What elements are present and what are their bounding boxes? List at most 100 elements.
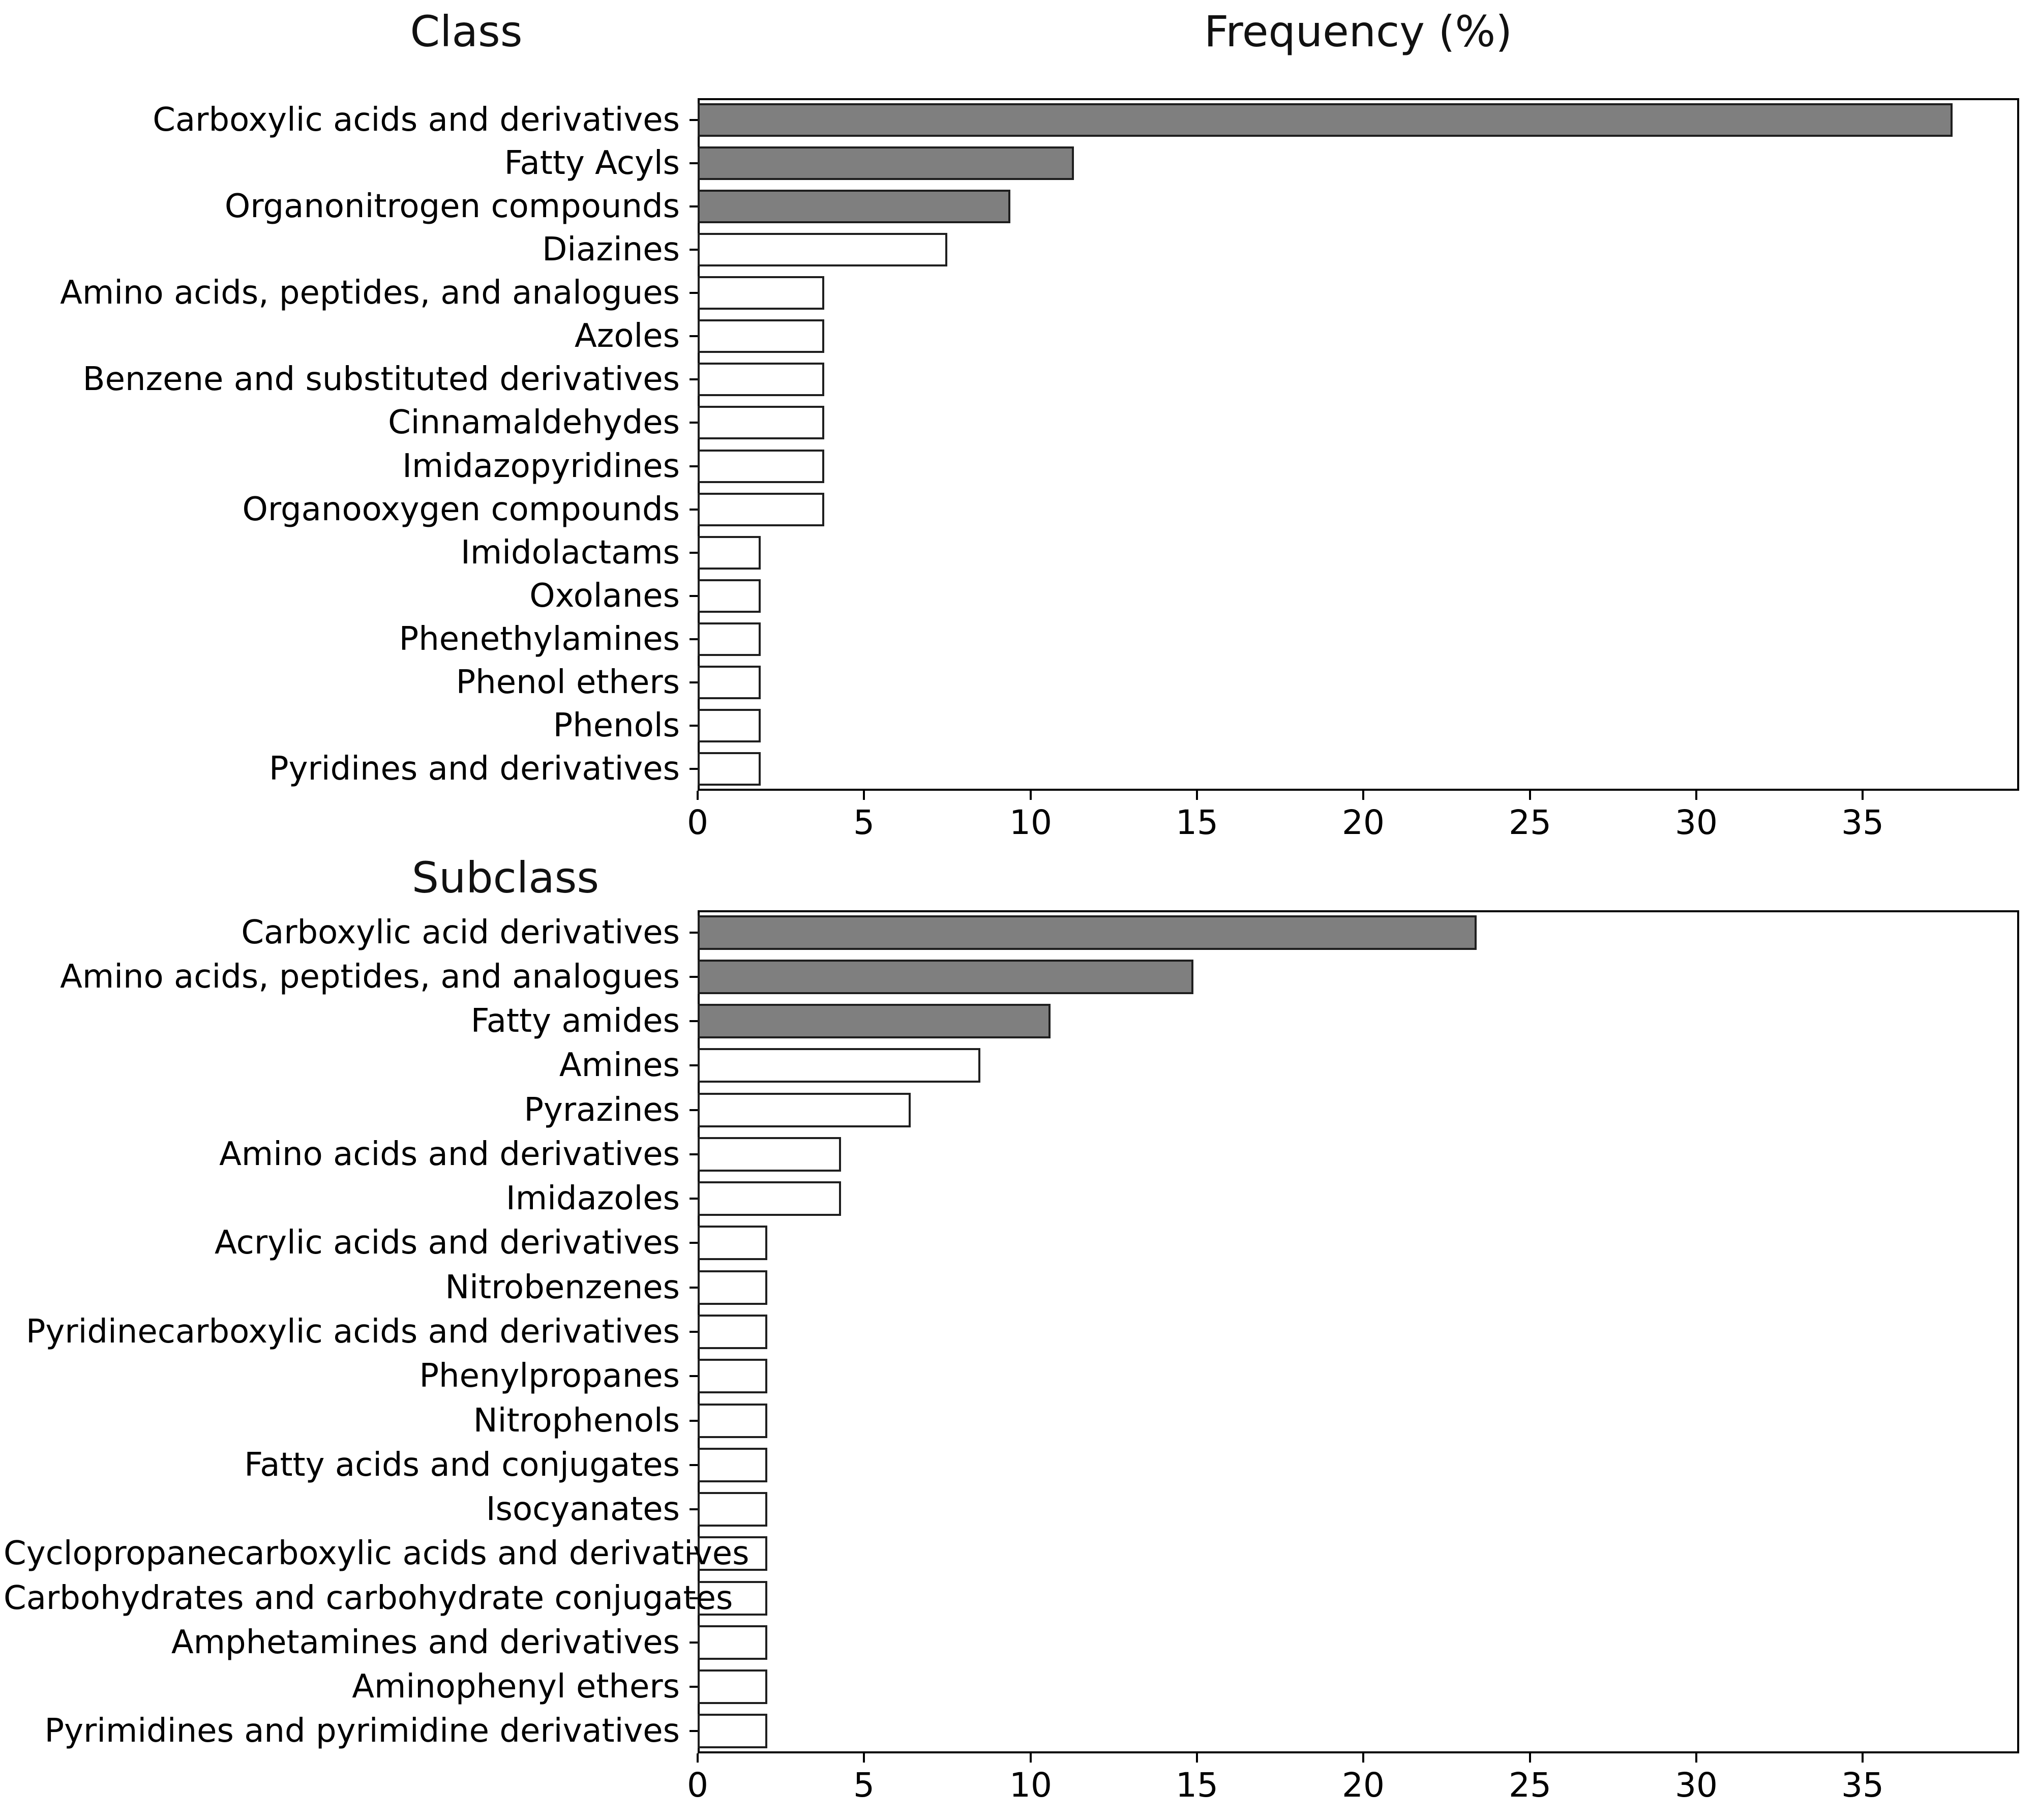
category-label: Organonitrogen compounds xyxy=(224,188,680,225)
y-tick xyxy=(690,335,698,337)
category-label: Pyridinecarboxylic acids and derivatives xyxy=(25,1313,680,1351)
x-tick xyxy=(1695,1753,1697,1763)
y-tick xyxy=(690,976,698,978)
y-tick xyxy=(690,1597,698,1599)
bar xyxy=(698,450,824,483)
y-tick xyxy=(690,378,698,380)
bar xyxy=(698,319,824,353)
category-label: Pyridines and derivatives xyxy=(269,750,680,788)
y-tick xyxy=(690,292,698,294)
x-tick xyxy=(1862,791,1864,800)
y-tick xyxy=(690,1287,698,1289)
x-tick xyxy=(863,1753,865,1763)
y-tick xyxy=(690,1064,698,1066)
category-label: Phenethylamines xyxy=(399,620,680,658)
x-tick-label: 10 xyxy=(1009,1766,1052,1805)
y-tick xyxy=(690,1420,698,1422)
bar xyxy=(698,579,761,613)
subclass-panel-title: Subclass xyxy=(411,853,600,903)
x-tick-label: 15 xyxy=(1176,803,1218,842)
bar xyxy=(698,536,761,570)
x-tick xyxy=(1695,791,1697,800)
x-tick xyxy=(863,791,865,800)
category-label: Organooxygen compounds xyxy=(242,491,680,528)
x-tick-label: 0 xyxy=(687,1766,708,1805)
category-label: Oxolanes xyxy=(529,577,680,615)
bar xyxy=(698,1004,1051,1038)
y-tick xyxy=(690,509,698,511)
category-label: Amino acids, peptides, and analogues xyxy=(60,958,680,996)
y-tick xyxy=(690,1553,698,1555)
x-tick-label: 30 xyxy=(1675,1766,1718,1805)
category-label: Amphetamines and derivatives xyxy=(171,1624,680,1661)
y-tick xyxy=(690,1242,698,1244)
bar xyxy=(698,1492,767,1527)
x-tick xyxy=(1529,791,1531,800)
category-label: Phenols xyxy=(553,707,680,744)
bar xyxy=(698,1048,980,1083)
bar xyxy=(698,103,1953,137)
bar xyxy=(698,146,1074,180)
x-tick-label: 35 xyxy=(1841,803,1884,842)
x-tick xyxy=(697,791,699,800)
category-label: Diazines xyxy=(542,231,680,268)
bar xyxy=(698,276,824,310)
category-label: Isocyanates xyxy=(486,1490,680,1528)
bar xyxy=(698,1581,767,1616)
y-tick xyxy=(690,595,698,597)
y-tick xyxy=(690,725,698,727)
bar xyxy=(698,1714,767,1748)
x-tick-label: 15 xyxy=(1176,1766,1218,1805)
y-tick xyxy=(690,1686,698,1688)
y-tick xyxy=(690,768,698,770)
category-label: Nitrobenzenes xyxy=(445,1269,680,1306)
y-tick xyxy=(690,681,698,683)
x-tick xyxy=(1196,1753,1198,1763)
category-label: Carboxylic acids and derivatives xyxy=(153,101,680,139)
y-tick xyxy=(690,1464,698,1466)
category-label: Cyclopropanecarboxylic acids and derivat… xyxy=(4,1535,750,1572)
y-tick xyxy=(690,422,698,424)
y-tick xyxy=(690,1642,698,1644)
y-tick xyxy=(690,1109,698,1111)
bar xyxy=(698,1404,767,1438)
bar xyxy=(698,493,824,526)
x-tick-label: 35 xyxy=(1841,1766,1884,1805)
bar xyxy=(698,915,1477,950)
x-tick-label: 10 xyxy=(1009,803,1052,842)
y-tick xyxy=(690,638,698,640)
category-label: Azoles xyxy=(574,317,680,355)
bar xyxy=(698,1315,767,1349)
y-tick xyxy=(690,1508,698,1510)
x-tick-label: 5 xyxy=(853,1766,875,1805)
bar xyxy=(698,1093,911,1127)
bar xyxy=(698,666,761,699)
x-tick xyxy=(697,1753,699,1763)
x-tick-label: 20 xyxy=(1342,1766,1385,1805)
y-tick xyxy=(690,119,698,121)
x-tick-label: 20 xyxy=(1342,803,1385,842)
x-tick-label: 25 xyxy=(1509,803,1551,842)
y-tick xyxy=(690,465,698,467)
x-tick-label: 0 xyxy=(687,803,708,842)
bar xyxy=(698,752,761,786)
category-label: Phenol ethers xyxy=(456,664,680,701)
x-tick xyxy=(1196,791,1198,800)
x-tick-label: 5 xyxy=(853,803,875,842)
bar xyxy=(698,1226,767,1260)
x-tick xyxy=(1362,1753,1364,1763)
y-tick xyxy=(690,1730,698,1732)
y-tick xyxy=(690,932,698,934)
y-tick xyxy=(690,1153,698,1155)
x-tick-label: 30 xyxy=(1675,803,1718,842)
category-label: Fatty Acyls xyxy=(504,144,680,182)
bar xyxy=(698,1270,767,1305)
bar xyxy=(698,1448,767,1482)
y-tick xyxy=(690,1020,698,1022)
bar xyxy=(698,363,824,396)
y-tick xyxy=(690,162,698,164)
bar xyxy=(698,190,1010,223)
bar xyxy=(698,233,947,266)
y-tick xyxy=(690,1331,698,1333)
